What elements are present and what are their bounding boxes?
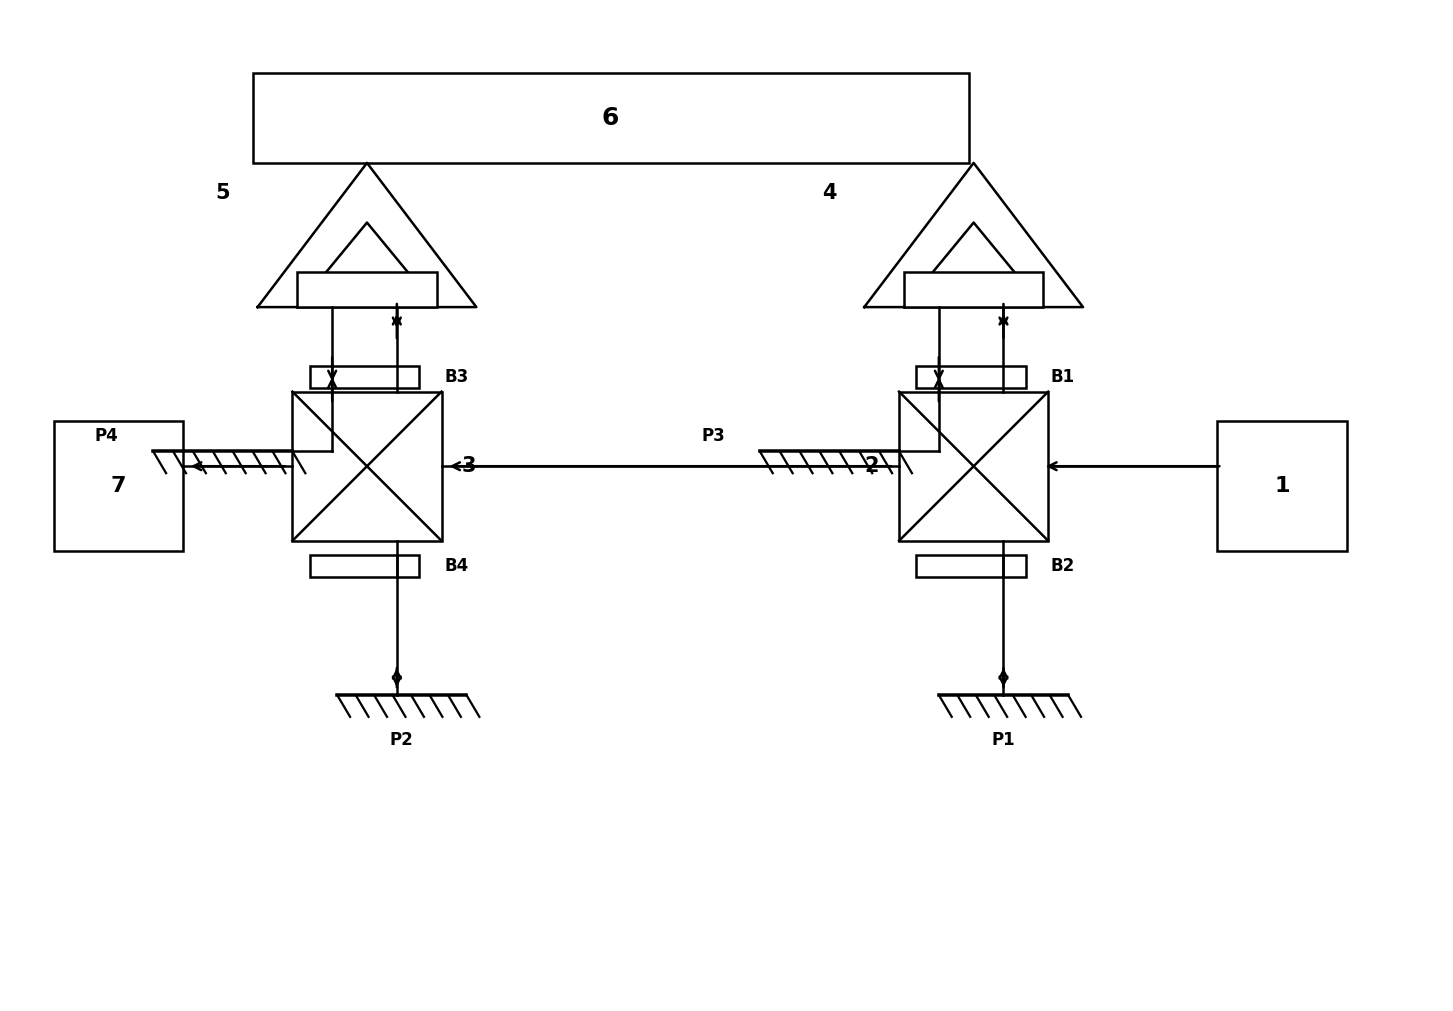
Text: 7: 7	[110, 476, 126, 496]
Text: 5: 5	[215, 183, 230, 203]
Text: 1: 1	[1274, 476, 1290, 496]
Bar	[1218, 422, 1347, 551]
Bar	[899, 391, 1048, 541]
Bar	[298, 272, 436, 307]
Bar	[54, 422, 183, 551]
Text: P2: P2	[389, 731, 414, 749]
Bar	[904, 272, 1043, 307]
Text: 4: 4	[822, 183, 837, 203]
Text: B3: B3	[445, 368, 468, 386]
Text: B1: B1	[1051, 368, 1075, 386]
Bar	[309, 555, 420, 576]
Bar	[917, 555, 1026, 576]
Text: P3: P3	[702, 428, 725, 446]
Bar	[253, 74, 969, 163]
Text: P1: P1	[991, 731, 1016, 749]
Bar	[292, 391, 442, 541]
Text: 2: 2	[865, 456, 879, 476]
Text: B2: B2	[1051, 557, 1075, 574]
Bar	[309, 366, 420, 387]
Text: B4: B4	[445, 557, 468, 574]
Text: 3: 3	[462, 456, 477, 476]
Bar	[917, 366, 1026, 387]
Text: P4: P4	[94, 428, 118, 446]
Text: 6: 6	[602, 106, 619, 130]
